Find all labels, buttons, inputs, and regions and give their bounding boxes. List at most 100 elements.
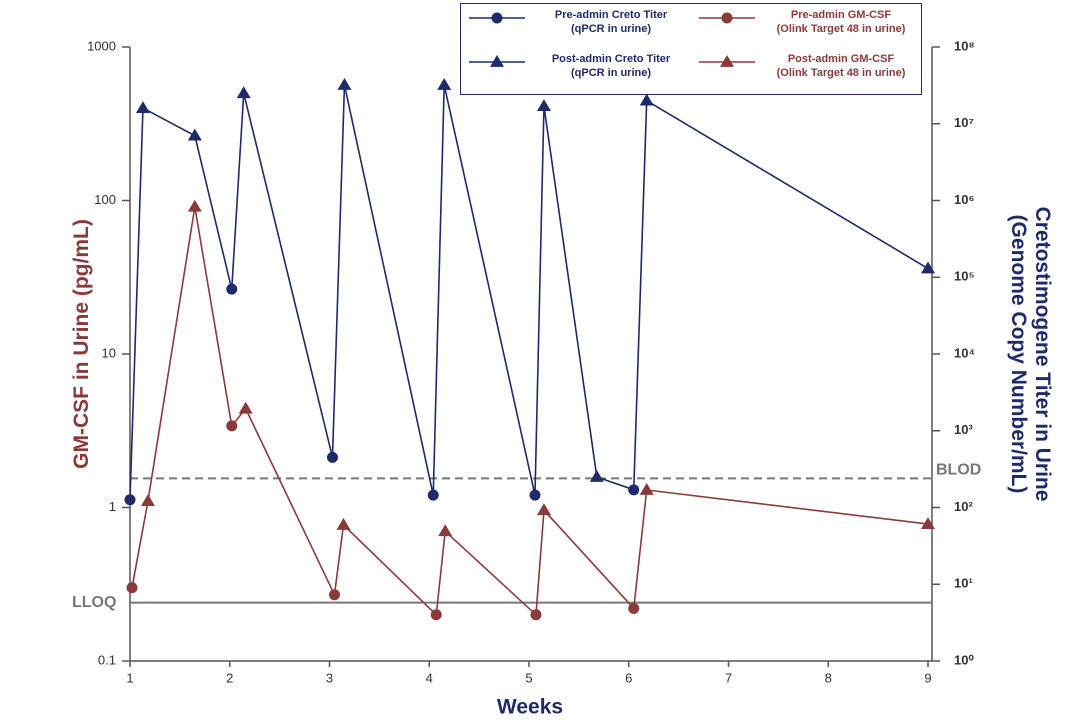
connector-segment	[444, 530, 537, 616]
legend-swatch	[699, 55, 755, 67]
circle-marker	[326, 451, 338, 463]
y2-axis-label: Cretostimogene Titer in Urine (Genome Co…	[1007, 206, 1054, 502]
circle-marker	[628, 484, 640, 496]
connector-segment	[343, 84, 435, 496]
circle-marker	[126, 582, 138, 594]
triangle-marker	[536, 503, 551, 516]
circle-marker	[530, 609, 542, 621]
reference-label: BLOD	[936, 462, 981, 479]
triangle-marker	[639, 483, 654, 495]
y2-tick-label: 10³	[954, 422, 973, 437]
circle-marker	[226, 420, 238, 432]
x-tick-label: 5	[525, 670, 532, 685]
connector-segment	[194, 206, 233, 427]
x-tick-label: 7	[725, 670, 732, 685]
legend-label: Pre-admin Creto Titer (qPCR in urine)	[554, 9, 668, 35]
triangle-marker	[589, 469, 604, 482]
connector-segment	[131, 501, 149, 588]
y2-tick-label: 10¹	[954, 576, 973, 591]
circle-marker	[529, 489, 541, 501]
connector-segment	[432, 84, 446, 496]
circle-marker	[721, 12, 733, 24]
connector-segment	[535, 510, 545, 615]
connector-segment	[142, 107, 196, 137]
triangle-marker	[720, 55, 734, 67]
connector-segment	[230, 93, 245, 290]
circle-marker	[628, 602, 640, 614]
triangle-marker	[238, 401, 253, 414]
y-tick-label: 0.1	[98, 652, 116, 667]
connector-segment	[443, 84, 536, 496]
triangle-marker	[438, 524, 453, 537]
connector-segment	[632, 489, 648, 609]
y2-tick-label: 10⁰	[954, 652, 974, 667]
y2-tick-label: 10⁷	[954, 115, 974, 130]
legend-label: Post-admin Creto Titer (qPCR in urine)	[551, 53, 671, 79]
connector-segment	[646, 99, 929, 270]
y-axis-label: GM-CSF in Urine (pg/mL)	[70, 219, 93, 469]
y2-tick-label: 10⁸	[954, 38, 975, 53]
legend-item: Pre-admin GM-CSF (Olink Target 48 in uri…	[691, 4, 921, 48]
connector-segment	[435, 531, 447, 615]
connector-segment	[543, 105, 598, 478]
y2-tick-label: 10⁵	[954, 269, 975, 284]
legend-swatch	[469, 55, 525, 67]
connector-segment	[632, 100, 648, 490]
connector-segment	[242, 93, 334, 458]
legend-swatch	[469, 12, 525, 24]
triangle-marker	[135, 101, 150, 113]
connector-segment	[646, 489, 929, 525]
y2-tick-label: 10⁴	[954, 345, 975, 360]
x-tick-label: 4	[426, 670, 433, 685]
legend-label: Post-admin GM-CSF (Olink Target 48 in ur…	[776, 53, 906, 79]
legend-item: Post-admin Creto Titer (qPCR in urine)	[461, 48, 691, 92]
connector-segment	[331, 84, 346, 458]
triangle-marker	[336, 517, 351, 530]
x-tick-label: 3	[326, 670, 333, 685]
y-tick-label: 100	[94, 192, 116, 207]
triangle-marker	[236, 86, 251, 99]
triangle-marker	[337, 77, 352, 90]
connector-segment	[342, 524, 437, 616]
legend: Pre-admin Creto Titer (qPCR in urine) Pos…	[460, 3, 922, 95]
legend-item: Post-admin GM-CSF (Olink Target 48 in ur…	[691, 48, 921, 92]
x-tick-label: 2	[226, 670, 233, 685]
legend-item: Pre-admin Creto Titer (qPCR in urine)	[461, 4, 691, 48]
triangle-marker	[140, 494, 155, 507]
x-tick-label: 8	[825, 670, 832, 685]
circle-marker	[430, 609, 442, 621]
legend-label: Pre-admin GM-CSF (Olink Target 48 in uri…	[776, 9, 906, 35]
connector-segment	[543, 509, 635, 609]
x-axis-label: Weeks	[497, 696, 563, 719]
legend-swatch	[699, 12, 755, 24]
connector-segment	[129, 108, 144, 500]
y-tick-label: 1000	[87, 38, 116, 53]
triangle-marker	[921, 261, 935, 274]
triangle-marker	[437, 77, 452, 90]
y2-tick-label: 10⁶	[954, 192, 974, 207]
triangle-marker	[490, 55, 504, 67]
connector-segment	[244, 408, 336, 596]
triangle-marker	[187, 128, 202, 141]
x-tick-label: 1	[126, 670, 133, 685]
circle-marker	[226, 283, 238, 295]
y-tick-label: 1	[109, 499, 116, 514]
triangle-marker	[536, 99, 551, 111]
x-tick-label: 9	[924, 670, 931, 685]
y2-tick-label: 10²	[954, 499, 973, 514]
connector-segment	[333, 524, 345, 595]
connector-segment	[194, 135, 233, 290]
connector-segment	[534, 106, 545, 496]
triangle-marker	[639, 93, 654, 106]
reference-label: LLOQ	[72, 594, 116, 611]
circle-marker	[328, 589, 340, 601]
circle-marker	[491, 12, 503, 24]
circle-marker	[124, 494, 136, 506]
x-tick-label: 6	[625, 670, 632, 685]
triangle-marker	[921, 517, 935, 529]
triangle-marker	[187, 199, 202, 212]
connector-segment	[147, 206, 196, 502]
circle-marker	[427, 489, 439, 501]
